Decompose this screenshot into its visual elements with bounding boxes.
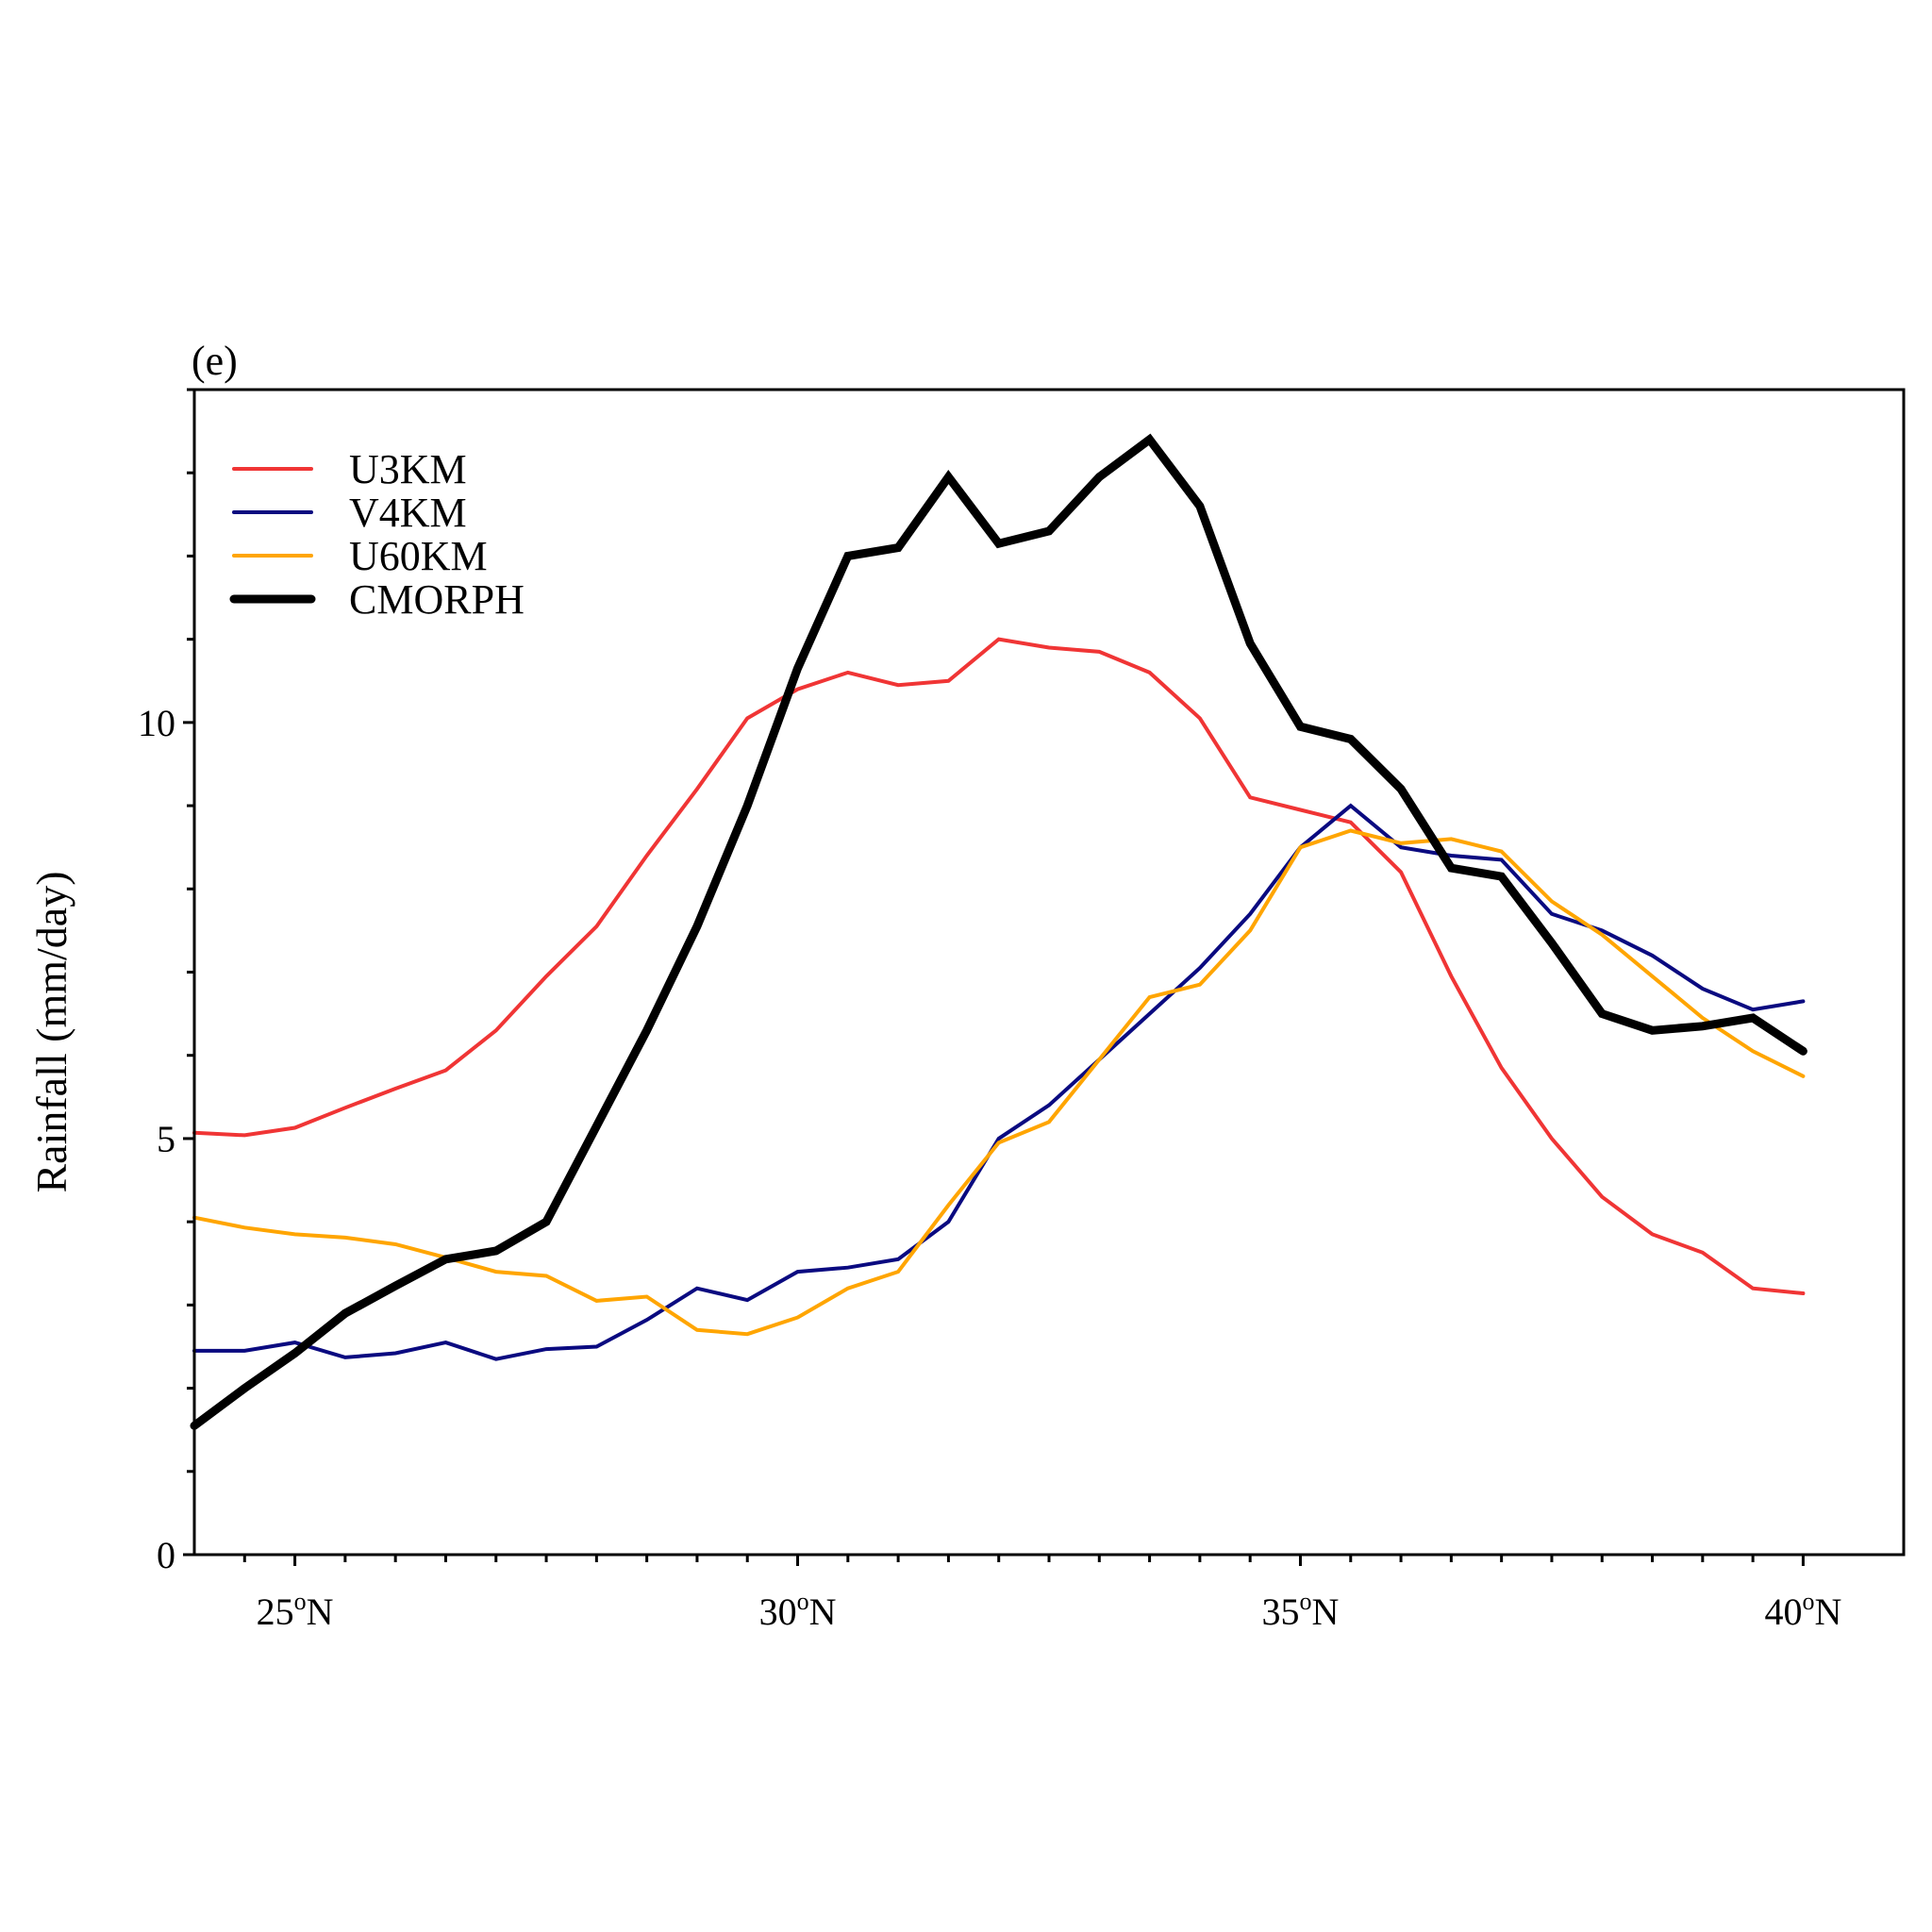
y-tick-label: 5	[157, 1118, 175, 1160]
legend-label-u3km: U3KM	[349, 446, 467, 492]
series-lines	[190, 433, 1807, 1430]
y-tick-label: 0	[157, 1534, 175, 1576]
y-axis-label: Rainfall (mm/day)	[27, 871, 75, 1192]
plot-frame	[192, 388, 1906, 1557]
series-line-cmorph	[190, 433, 1807, 1430]
x-tick-label: 35oN	[1262, 1588, 1340, 1633]
series-line-u60km	[192, 828, 1806, 1337]
legend-label-v4km: V4KM	[349, 490, 467, 536]
legend-label-u60km: U60KM	[349, 533, 488, 579]
y-tick-label: 10	[138, 702, 175, 744]
legend-label-cmorph: CMORPH	[349, 576, 525, 623]
series-line-v4km	[192, 803, 1806, 1361]
axis-ticks: 0 5 10 25oN 30oN 35oN 40oN	[138, 388, 1841, 1633]
x-tick-label: 40oN	[1764, 1588, 1841, 1633]
x-tick-label: 25oN	[257, 1588, 334, 1633]
series-line-u3km	[192, 637, 1806, 1295]
panel-label: (e)	[192, 338, 238, 384]
x-tick-label: 30oN	[759, 1588, 837, 1633]
